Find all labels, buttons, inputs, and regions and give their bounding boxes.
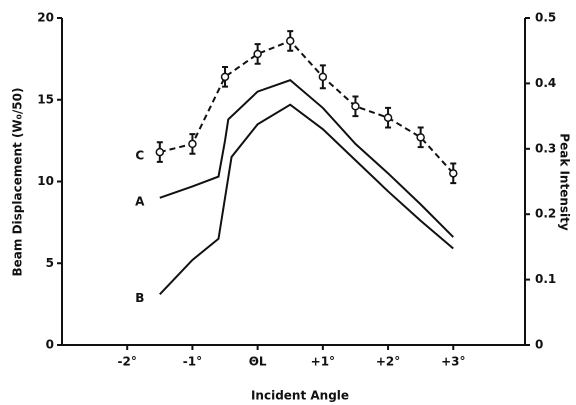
y2-tick-label: 0.1: [535, 272, 556, 286]
series-label: C: [135, 149, 144, 163]
data-point: [351, 102, 360, 111]
y-tick-label: 0: [46, 338, 54, 352]
y2-tick-label: 0.3: [535, 141, 556, 155]
data-point: [383, 113, 393, 122]
series-label: B: [135, 291, 144, 305]
x-axis-label: Incident Angle: [251, 389, 349, 403]
axes: [61, 18, 526, 346]
y2-tick-label: 0.2: [535, 207, 556, 221]
x-tick-label: +2°: [376, 355, 400, 369]
y-tick-label: 20: [37, 11, 54, 25]
x-tick-label: -1°: [183, 355, 202, 369]
y-tick-label: 15: [37, 92, 54, 106]
y2-tick-label: 0.5: [535, 11, 556, 25]
data-point: [253, 49, 262, 59]
y2-axis-label: Peak Intensity: [558, 133, 572, 231]
data-point: [416, 133, 425, 142]
data-point: [188, 139, 197, 149]
x-tick-label: +1°: [311, 355, 335, 369]
data-point: [318, 72, 328, 82]
y-tick-label: 5: [46, 256, 54, 270]
x-tick-label: -2°: [118, 355, 137, 369]
data-point: [285, 36, 295, 46]
series-line: [159, 103, 454, 296]
y-axis-label: Beam Displacement (W₀/50): [11, 88, 25, 277]
y2-tick-label: 0.4: [535, 76, 556, 90]
data-point: [220, 72, 230, 82]
y-tick-label: 10: [37, 174, 54, 188]
data-point: [155, 147, 165, 157]
series-line: [159, 39, 455, 174]
series-label: A: [135, 194, 145, 208]
x-tick-label: ΘL: [249, 355, 267, 369]
data-point: [449, 169, 458, 178]
y2-tick-label: 0: [535, 338, 543, 352]
x-tick-label: +3°: [441, 355, 465, 369]
series-line: [159, 78, 454, 238]
